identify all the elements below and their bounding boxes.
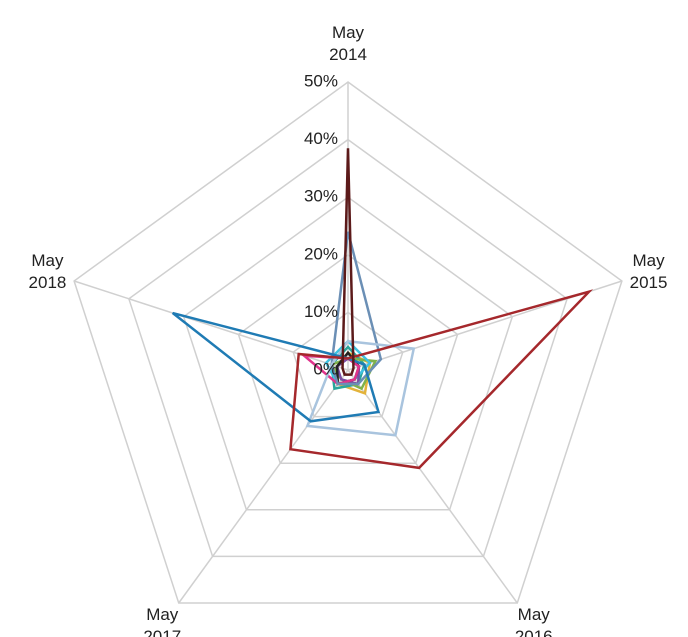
category-label: May 2018 [28,251,67,293]
axis-spoke [347,369,518,604]
series-line [341,148,355,376]
grid-line [127,138,569,558]
category-label: May 2014 [329,23,367,64]
series-line [171,311,381,423]
tick-label: 30% [304,187,338,206]
category-label: May 2017 [143,604,182,637]
tick-label: 0% [313,359,338,378]
grid-line [73,81,623,604]
tick-label: 40% [304,129,338,148]
category-label: May 2015 [629,251,668,293]
category-label: May 2016 [514,604,553,637]
series-line [289,289,594,470]
series-line [305,339,416,437]
tick-label: 10% [304,302,338,321]
series-line [330,231,383,386]
tick-label: 50% [304,71,338,90]
axis-spoke [178,369,349,604]
tick-label: 20% [304,244,338,263]
grid-line [182,196,514,511]
grid-line [237,253,459,464]
